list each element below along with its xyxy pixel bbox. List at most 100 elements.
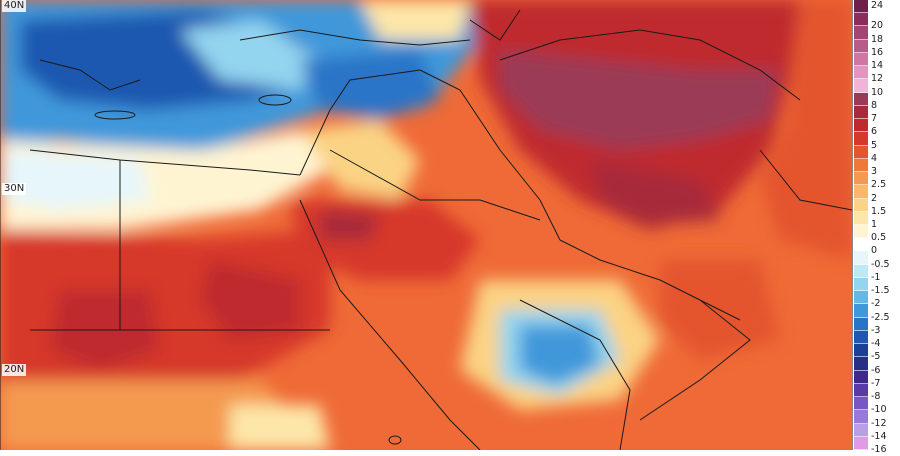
legend-swatch [854,92,868,106]
legend-label: 12 [871,73,884,85]
legend-label: 16 [871,46,884,58]
borders [0,0,852,450]
legend-swatch [854,344,868,358]
legend-swatch [854,185,868,199]
legend-entry: -12 [853,410,900,429]
legend-entry: 4 [853,145,900,164]
legend-label: -3 [871,324,881,336]
legend-swatch [854,158,868,173]
map-canvas [0,0,852,450]
legend-entry: 20 [853,13,900,31]
legend-entry: -2.5 [853,304,900,323]
coast-turkey-south [239,29,471,46]
hot-core-africa-east [200,260,300,340]
legend-label: 6 [871,126,878,138]
legend-entry: 12 [853,66,900,84]
hot-core-jordan [320,210,380,240]
cool-anatolia [180,20,320,90]
legend-label: -5 [871,351,881,363]
legend-label: -4 [871,338,881,350]
legend-swatch [854,172,868,186]
legend-label: 14 [871,60,884,72]
warm-east [760,0,852,260]
legend-label: -2 [871,298,881,310]
legend-label: 18 [871,33,884,45]
legend-label: 20 [871,20,884,32]
legend-swatch [854,251,868,265]
legend-entry: 3 [853,158,900,177]
legend-swatch [854,79,868,93]
legend-swatch [854,119,868,133]
legend-entry: 6 [853,119,900,137]
legend-label: 0 [871,245,878,257]
legend-swatch [854,198,868,212]
legend-entry: 1 [853,211,900,230]
legend-entry: 2.5 [853,172,900,190]
warm-iran-south [590,160,720,225]
legend-swatch [854,370,868,384]
legend-label: 8 [871,99,878,111]
legend-entry: 0 [853,238,900,256]
legend-entry: 24 [853,0,900,14]
island-red-sea [388,435,402,445]
legend-swatch [854,39,868,53]
legend-entry: 2 [853,185,900,204]
legend-label: -10 [871,404,887,416]
legend-label: 4 [871,152,878,164]
legend-label: 2.5 [871,179,887,191]
legend-label: -6 [871,364,881,376]
legend-entry: -4 [853,330,900,349]
legend-entry: -10 [853,397,900,415]
legend-label: 0.5 [871,232,887,244]
legend-entry: -16 [853,436,900,455]
legend-swatch [854,211,868,225]
legend-swatch [854,410,868,424]
coast-oman [639,299,751,421]
legend-label: -16 [871,443,887,455]
legend-entry: 1.5 [853,198,900,217]
legend-entry: -6 [853,357,900,376]
coast-north-africa [29,149,301,176]
legend-entry: 14 [853,52,900,71]
legend-swatch [854,330,868,345]
legend-label: 2 [871,192,878,204]
legend-entry: -3 [853,317,900,336]
legend-swatch [854,238,868,252]
legend-label: -7 [871,377,881,389]
legend-swatch [854,304,868,318]
legend-entry: 7 [853,105,900,124]
border-iran-north [499,29,801,101]
island-cyprus [258,94,292,106]
islands [94,94,402,445]
coast-caspian-west [469,9,521,41]
legend-swatch [854,264,868,278]
legend-label: -14 [871,430,887,442]
legend-swatch [854,0,868,14]
lat-label-20n: 20N [2,364,27,376]
coast-levant [299,69,421,176]
cold-core-arabia [520,325,600,385]
legend-entry: -0.5 [853,251,900,270]
legend-label: 24 [871,0,884,11]
island-crete [94,110,136,120]
mild-sudan [230,405,330,450]
legend-label: -1 [871,271,881,283]
legend-swatch [854,357,868,371]
legend-label: 1.5 [871,205,887,217]
legend-swatch [854,145,868,159]
legend-swatch [854,397,868,411]
coast-greece [39,59,141,91]
legend-swatch [854,52,868,67]
legend-entry: 5 [853,132,900,151]
coast-gulf [559,239,741,321]
legend-label: 3 [871,166,878,178]
legend-entry: 10 [853,79,900,98]
cool-libya-north [0,150,150,210]
legend-entry: 8 [853,92,900,111]
legend-swatch [854,13,868,27]
legend-entry: -1.5 [853,277,900,296]
anomaly-fields [0,0,852,450]
lat-label-30n: 30N [2,183,27,195]
border-iraq-iran [419,69,561,241]
